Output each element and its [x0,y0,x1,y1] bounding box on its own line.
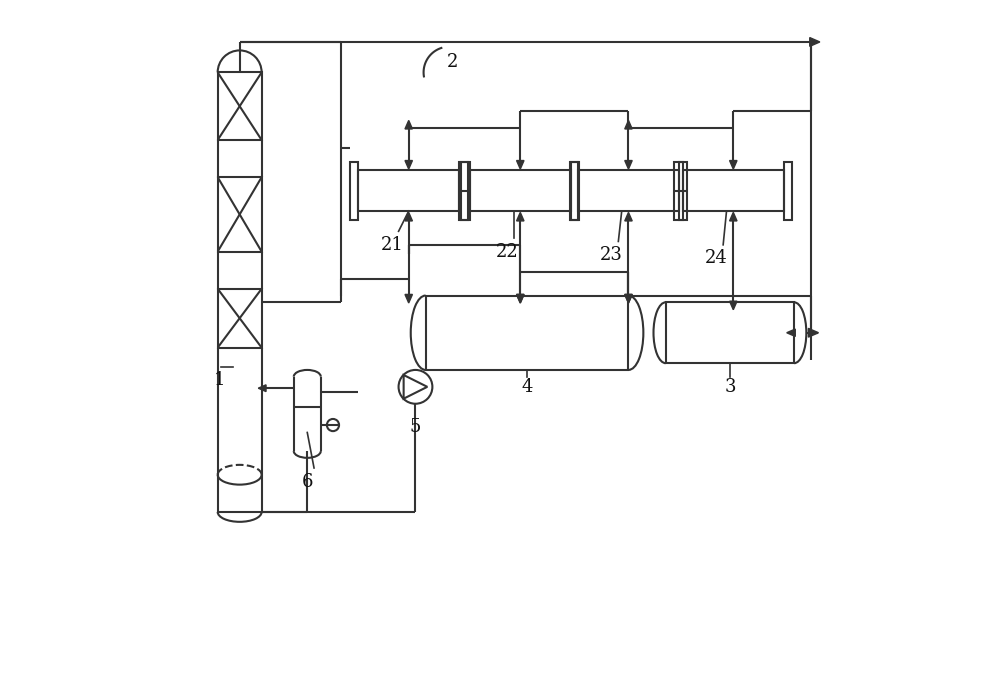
Bar [470,170,571,211]
Polygon shape [730,301,737,310]
Bar [426,295,628,370]
Polygon shape [405,160,412,169]
Text: 21: 21 [380,236,403,254]
Polygon shape [625,213,632,221]
Text: 22: 22 [495,242,518,261]
Bar [358,170,459,211]
Bar [683,170,784,211]
Bar [218,73,262,140]
Text: 4: 4 [521,378,533,396]
Polygon shape [258,385,266,392]
Text: 5: 5 [410,418,421,437]
Polygon shape [625,295,632,303]
Bar [674,162,683,220]
Bar [679,162,687,220]
Text: 6: 6 [302,473,313,490]
Bar [461,162,470,220]
Bar [666,302,794,363]
Polygon shape [625,160,632,169]
Bar [218,289,262,348]
Bar [578,170,679,211]
Bar [459,162,468,220]
Polygon shape [810,37,820,46]
Polygon shape [808,329,819,337]
Text: 24: 24 [705,249,728,268]
Polygon shape [730,213,737,221]
Bar [784,162,792,220]
Polygon shape [625,295,632,303]
Polygon shape [517,213,524,221]
Bar [570,162,578,220]
Text: 3: 3 [724,378,736,396]
Polygon shape [625,120,632,129]
Bar [571,162,579,220]
Polygon shape [730,160,737,169]
Bar [350,162,358,220]
Polygon shape [405,120,412,129]
Text: 23: 23 [600,246,623,264]
Polygon shape [517,295,524,303]
Polygon shape [787,329,795,337]
Polygon shape [405,213,412,221]
Polygon shape [517,160,524,169]
Text: 2: 2 [447,53,458,71]
Polygon shape [405,295,412,303]
Text: 1: 1 [214,371,225,389]
Polygon shape [517,295,524,303]
Bar [218,177,262,252]
